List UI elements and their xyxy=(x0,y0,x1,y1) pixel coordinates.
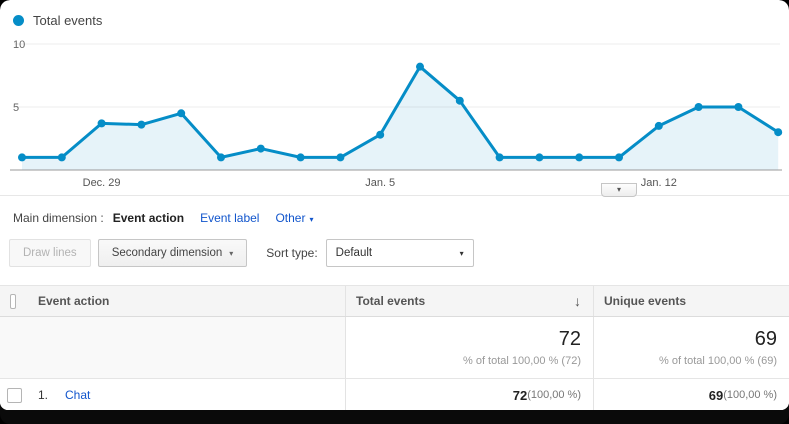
row-index: 1. xyxy=(38,388,49,402)
svg-text:Dec. 29: Dec. 29 xyxy=(83,177,121,189)
column-header-event-action[interactable]: Event action xyxy=(28,286,345,316)
legend-label: Total events xyxy=(33,12,103,28)
row-total-events-cell: 72 (100,00 %) xyxy=(345,379,593,410)
totals-unique-events-value: 69 xyxy=(754,328,777,350)
row-checkbox-cell xyxy=(0,379,28,410)
row-total-events-percent: (100,00 %) xyxy=(527,389,581,401)
timeline-collapse-toggle[interactable]: ▾ xyxy=(601,183,637,197)
sort-type-value: Default xyxy=(335,247,373,259)
legend-dot-icon xyxy=(13,14,24,26)
totals-checkbox-cell xyxy=(0,317,28,378)
dimension-event-action[interactable]: Event action xyxy=(112,211,185,225)
totals-total-events-percent: % of total 100,00 % (72) xyxy=(462,355,581,367)
column-header-total-events-label: Total events xyxy=(356,294,426,308)
chevron-down-icon: ▾ xyxy=(309,215,314,224)
dimension-event-label-link[interactable]: Event label xyxy=(200,211,260,225)
sort-type-label: Sort type: xyxy=(266,246,318,260)
svg-text:Jan. 5: Jan. 5 xyxy=(365,177,395,189)
column-header-total-events[interactable]: Total events ↓ xyxy=(345,286,593,316)
sort-descending-icon: ↓ xyxy=(574,293,581,309)
table-toolbar: Draw lines Secondary dimension ▾ Sort ty… xyxy=(9,239,789,267)
main-dimension-bar: Main dimension : Event action Event labe… xyxy=(13,209,789,227)
sort-type-select[interactable]: Default ▾ xyxy=(325,239,474,267)
table-row: 1. Chat 72 (100,00 %) 69 (100,00 %) xyxy=(0,379,789,410)
table-header-row: Event action Total events ↓ Unique event… xyxy=(0,286,789,317)
draw-lines-button[interactable]: Draw lines xyxy=(9,239,91,267)
dimension-other-label: Other xyxy=(275,211,306,225)
main-dimension-label: Main dimension : xyxy=(13,211,104,225)
svg-text:Jan. 12: Jan. 12 xyxy=(641,177,677,189)
totals-unique-events-percent: % of total 100,00 % (69) xyxy=(658,355,777,367)
row-checkbox[interactable] xyxy=(6,387,22,403)
events-line-chart: 5 10 Dec. 29 Jan. 5 Jan. 12 xyxy=(0,39,789,196)
events-table: Event action Total events ↓ Unique event… xyxy=(0,285,789,410)
select-all-checkbox[interactable] xyxy=(10,293,16,309)
totals-total-events-value: 72 xyxy=(558,328,581,350)
event-action-link[interactable]: Chat xyxy=(65,388,91,402)
svg-text:5: 5 xyxy=(13,102,19,114)
chevron-down-icon: ▾ xyxy=(459,248,464,258)
draw-lines-label: Draw lines xyxy=(23,247,77,259)
secondary-dimension-label: Secondary dimension xyxy=(111,247,223,259)
timeline-chart-area: 5 10 Dec. 29 Jan. 5 Jan. 12 ▾ xyxy=(0,30,789,200)
row-unique-events-cell: 69 (100,00 %) xyxy=(593,379,789,410)
column-header-event-action-label: Event action xyxy=(38,294,110,308)
totals-event-action-cell xyxy=(28,317,345,378)
chart-legend: Total events xyxy=(0,0,789,29)
row-unique-events-value: 69 xyxy=(708,387,724,403)
report-content: Total events 5 10 Dec. 29 Jan. 5 Jan. 12 ▾ M… xyxy=(0,0,789,410)
table-totals-row: 72 % of total 100,00 % (72) 69 % of tota… xyxy=(0,317,789,379)
row-event-action-cell: 1. Chat xyxy=(28,379,345,410)
dimension-other-link[interactable]: Other ▾ xyxy=(275,211,313,225)
secondary-dimension-button[interactable]: Secondary dimension ▾ xyxy=(97,239,248,267)
totals-unique-events-cell: 69 % of total 100,00 % (69) xyxy=(593,317,789,378)
column-header-unique-events[interactable]: Unique events xyxy=(593,286,789,316)
totals-total-events-cell: 72 % of total 100,00 % (72) xyxy=(345,317,593,378)
row-unique-events-percent: (100,00 %) xyxy=(723,389,777,401)
row-total-events-value: 72 xyxy=(512,387,528,403)
chevron-down-icon: ▾ xyxy=(616,185,621,194)
column-header-unique-events-label: Unique events xyxy=(604,294,687,308)
svg-text:10: 10 xyxy=(13,39,25,51)
chevron-down-icon: ▾ xyxy=(229,248,234,258)
header-checkbox-cell xyxy=(0,286,28,316)
